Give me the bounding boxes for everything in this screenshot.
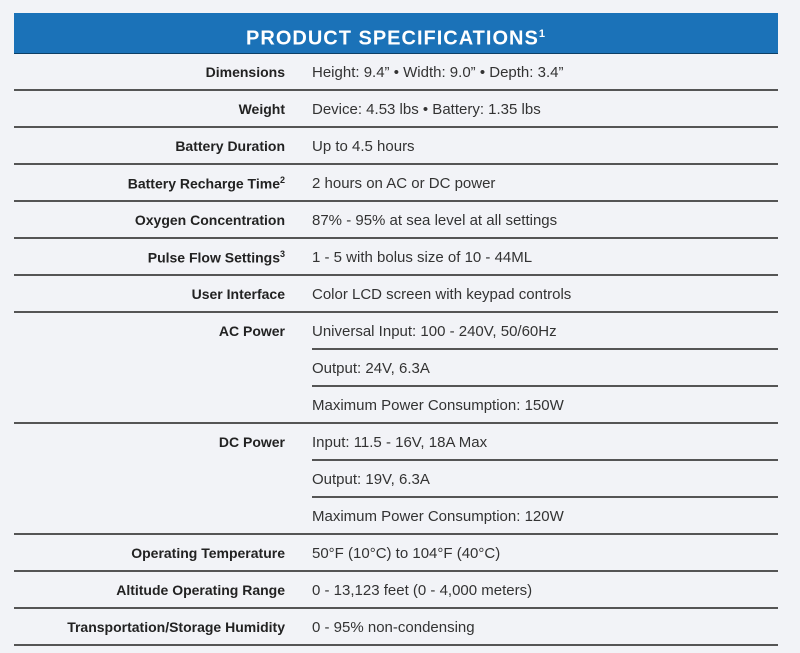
spec-values: Height: 9.4” • Width: 9.0” • Depth: 3.4” xyxy=(312,54,778,89)
spec-label-text: Battery Recharge Time xyxy=(127,175,280,192)
header-title: PRODUCT SPECIFICATIONS xyxy=(246,27,539,50)
spec-values: 87% - 95% at sea level at all settings xyxy=(312,202,778,237)
spec-values: 2 hours on AC or DC power xyxy=(312,165,778,200)
spec-values: 0 - 13,123 feet (0 - 4,000 meters) xyxy=(312,572,778,607)
table-header: PRODUCT SPECIFICATIONS1 xyxy=(14,13,778,54)
spec-label-text: Battery Duration xyxy=(175,138,285,154)
spec-values: 50°F (10°C) to 104°F (40°C) xyxy=(312,535,778,570)
spec-value: 1 - 5 with bolus size of 10 - 44ML xyxy=(312,249,533,266)
spec-value: Output: 19V, 6.3A xyxy=(312,461,778,498)
spec-value: Output: 24V, 6.3A xyxy=(312,350,778,387)
spec-label-text: User Interface xyxy=(191,286,285,302)
spec-row: Pulse Flow Settings3 1 - 5 with bolus siz… xyxy=(14,239,778,276)
spec-label-text: DC Power xyxy=(218,434,285,450)
footnote-marker: 2 xyxy=(279,175,285,185)
spec-values: Device: 4.53 lbs • Battery: 1.35 lbs xyxy=(312,91,778,126)
spec-value: Maximum Power Consumption: 150W xyxy=(312,397,564,414)
footnote-marker: 1 xyxy=(538,28,546,40)
spec-row: Dimensions Height: 9.4” • Width: 9.0” • D… xyxy=(14,54,778,91)
spec-value: Color LCD screen with keypad controls xyxy=(312,286,572,303)
spec-value: Input: 11.5 - 16V, 18A Max xyxy=(312,424,778,461)
spec-label-text: AC Power xyxy=(218,323,285,339)
spec-value: Universal Input: 100 - 240V, 50/60Hz xyxy=(312,313,778,350)
spec-value: 2 hours on AC or DC power xyxy=(312,175,496,192)
spec-value: 0 - 95% non-condensing xyxy=(312,619,475,636)
spec-row: Battery Recharge Time2 2 hours on AC or D… xyxy=(14,165,778,202)
spec-label: Oxygen Concentration xyxy=(14,202,285,237)
spec-values: 1 - 5 with bolus size of 10 - 44ML xyxy=(312,239,778,274)
spec-label: Battery Recharge Time2 xyxy=(14,165,285,200)
spec-value: 50°F (10°C) to 104°F (40°C) xyxy=(312,545,501,562)
spec-row: DC Power Input: 11.5 - 16V, 18A Max Output… xyxy=(14,424,778,535)
spec-values: 0 - 95% non-condensing xyxy=(312,609,778,644)
spec-label: Transportation/Storage Humidity xyxy=(14,609,285,644)
spec-row: Transportation/Storage Humidity 0 - 95% n… xyxy=(14,609,778,646)
spec-value: Device: 4.53 lbs • Battery: 1.35 lbs xyxy=(312,101,541,118)
spec-label: Altitude Operating Range xyxy=(14,572,285,607)
spec-row: Weight Device: 4.53 lbs • Battery: 1.35 l… xyxy=(14,91,778,128)
spec-value: Maximum Power Consumption: 120W xyxy=(312,508,564,525)
spec-label-text: Operating Temperature xyxy=(131,545,285,561)
spec-label-text: Oxygen Concentration xyxy=(134,212,285,228)
spec-row: Oxygen Concentration 87% - 95% at sea lev… xyxy=(14,202,778,239)
spec-label-text: Weight xyxy=(238,101,285,117)
spec-row: Altitude Operating Range 0 - 13,123 feet … xyxy=(14,572,778,609)
spec-label: Operating Temperature xyxy=(14,535,285,570)
spec-values: Universal Input: 100 - 240V, 50/60Hz Outp… xyxy=(312,313,778,422)
spec-row: Battery Duration Up to 4.5 hours xyxy=(14,128,778,165)
spec-table: Dimensions Height: 9.4” • Width: 9.0” • D… xyxy=(14,54,778,646)
spec-label-text: Dimensions xyxy=(205,64,285,80)
spec-value: 0 - 13,123 feet (0 - 4,000 meters) xyxy=(312,582,533,599)
spec-row: AC Power Universal Input: 100 - 240V, 50/… xyxy=(14,313,778,424)
spec-row: User Interface Color LCD screen with keyp… xyxy=(14,276,778,313)
spec-value: Up to 4.5 hours xyxy=(312,138,415,155)
spec-label: AC Power xyxy=(14,313,285,422)
spec-label: Battery Duration xyxy=(14,128,285,163)
spec-label-text: Pulse Flow Settings xyxy=(147,249,280,266)
spec-label: DC Power xyxy=(14,424,285,533)
spec-label: Pulse Flow Settings3 xyxy=(14,239,285,274)
spec-values: Up to 4.5 hours xyxy=(312,128,778,163)
spec-label-text: Transportation/Storage Humidity xyxy=(67,619,285,635)
spec-row: Operating Temperature 50°F (10°C) to 104°… xyxy=(14,535,778,572)
spec-values: Input: 11.5 - 16V, 18A Max Output: 19V, 6… xyxy=(312,424,778,533)
spec-value: Height: 9.4” • Width: 9.0” • Depth: 3.4” xyxy=(312,64,564,81)
spec-label-text: Altitude Operating Range xyxy=(116,582,285,598)
spec-label: Dimensions xyxy=(14,54,285,89)
spec-values: Color LCD screen with keypad controls xyxy=(312,276,778,311)
spec-value: 87% - 95% at sea level at all settings xyxy=(312,212,558,229)
footnote-marker: 3 xyxy=(279,249,285,259)
spec-label: Weight xyxy=(14,91,285,126)
spec-label: User Interface xyxy=(14,276,285,311)
